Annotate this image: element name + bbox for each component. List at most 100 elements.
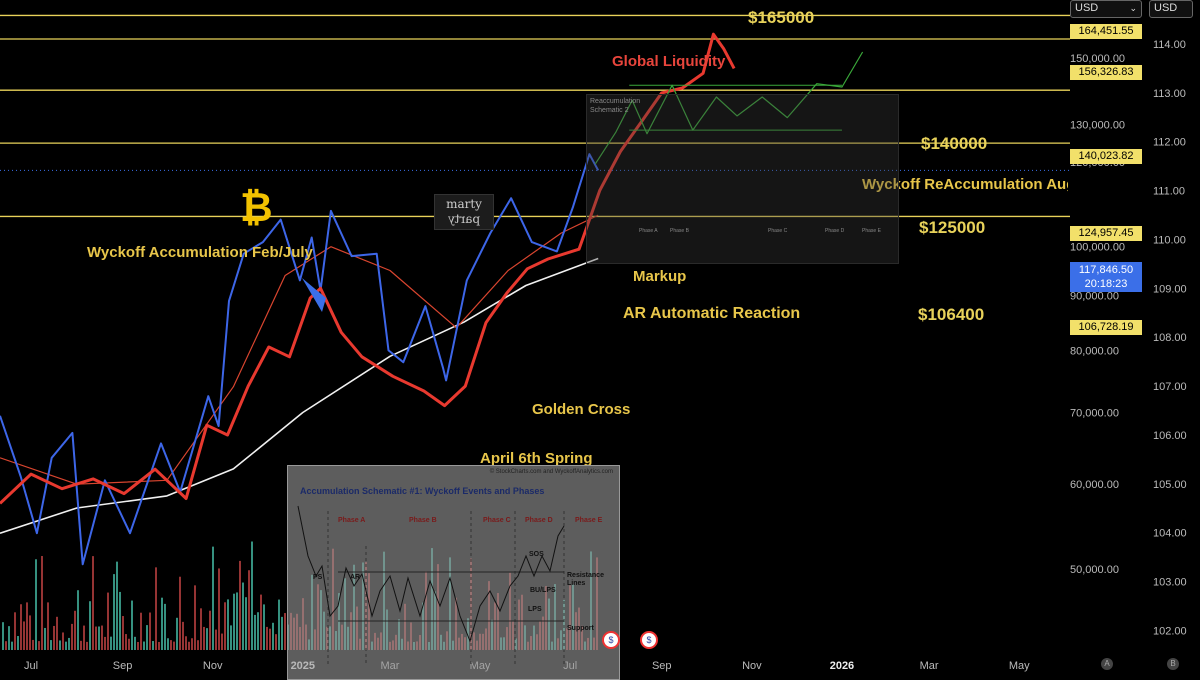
volume-bar xyxy=(245,597,247,650)
volume-bar xyxy=(131,600,133,650)
volume-bar xyxy=(134,636,136,650)
right-axis-tick-0: 114.00 xyxy=(1153,39,1186,51)
volume-bar xyxy=(98,626,100,650)
level-box-156326: 156,326.83 xyxy=(1070,65,1142,80)
volume-bar xyxy=(122,616,124,650)
volume-bar xyxy=(80,640,82,650)
volume-bar xyxy=(167,638,169,650)
volume-bar xyxy=(209,610,211,650)
level-box-140023: 140,023.82 xyxy=(1070,149,1142,164)
volume-bar xyxy=(230,625,232,650)
current-price-box: 117,846.50 20:18:23 xyxy=(1070,262,1142,292)
volume-bar xyxy=(20,604,22,650)
right-axis-tick-1: 113.00 xyxy=(1153,88,1186,100)
currency-left-label: USD xyxy=(1075,2,1099,14)
schematic-drawing xyxy=(297,505,565,666)
volume-bar xyxy=(38,641,40,650)
volume-bar xyxy=(224,602,226,650)
volume-bar xyxy=(239,560,241,650)
volume-bar xyxy=(161,597,163,650)
series-btc xyxy=(0,153,600,566)
volume-bar xyxy=(77,590,79,650)
volume-bar xyxy=(248,570,250,650)
mid-axis-tick-9: 50,000.00 xyxy=(1070,564,1119,576)
volume-bar xyxy=(221,633,223,650)
currency-select-left[interactable]: USD ⌄ xyxy=(1070,0,1142,18)
volume-bar xyxy=(5,641,7,650)
volume-bar xyxy=(176,617,178,650)
volume-bar xyxy=(149,612,151,650)
volume-bar xyxy=(47,602,49,650)
right-axis-tick-5: 109.00 xyxy=(1153,283,1187,295)
volume-bar xyxy=(65,641,67,650)
volume-bar xyxy=(17,636,19,650)
right-axis-tick-7: 107.00 xyxy=(1153,381,1187,393)
schematic-event-sos: SOS xyxy=(529,551,544,558)
reacc-phase-a: Phase A xyxy=(639,228,658,234)
x-axis-tick-8: Nov xyxy=(742,660,762,672)
current-price-value: 117,846.50 xyxy=(1078,264,1134,276)
right-axis-tick-2: 112.00 xyxy=(1153,137,1186,149)
volume-bar xyxy=(173,641,175,650)
volume-bar xyxy=(146,625,148,650)
schematic-phase-a: Phase A xyxy=(338,517,366,524)
level-box-164451: 164,451.55 xyxy=(1070,24,1142,39)
volume-bar xyxy=(236,592,238,650)
mid-axis-tick-7: 70,000.00 xyxy=(1070,408,1119,420)
mid-axis-tick-5: 90,000.00 xyxy=(1070,291,1119,303)
volume-bar xyxy=(110,636,112,650)
chevron-down-icon: ⌄ xyxy=(1129,3,1137,13)
schematic-price-path xyxy=(297,505,565,643)
volume-bar xyxy=(62,632,64,650)
volume-bar xyxy=(269,628,271,650)
scale-a-icon[interactable]: A xyxy=(1101,658,1113,670)
volume-bar xyxy=(266,626,268,650)
volume-bar xyxy=(113,574,115,650)
volume-bar xyxy=(23,621,25,650)
volume-bar xyxy=(215,629,217,650)
accumulation-schematic-image: © StockCharts.com and WyckoffAnalytics.c… xyxy=(287,465,620,680)
golden-cross-label: Golden Cross xyxy=(532,401,631,418)
schematic-event-bu-lps: BU/LPS xyxy=(530,587,556,594)
x-axis-tick-10: Mar xyxy=(920,660,939,672)
accumulation-label: Wyckoff Accumulation Feb/July xyxy=(87,244,313,261)
scale-b-icon[interactable]: B xyxy=(1167,658,1179,670)
volume-bar xyxy=(275,634,277,650)
volume-bar xyxy=(8,626,10,650)
x-axis-tick-11: May xyxy=(1009,660,1030,672)
series-reaccumulation xyxy=(594,51,864,165)
volume-bar xyxy=(32,639,34,650)
markup-label: Markup xyxy=(633,268,687,285)
volume-bar xyxy=(179,576,181,650)
schematic-title: Accumulation Schematic #1: Wyckoff Event… xyxy=(300,486,545,496)
x-axis-tick-0: Jul xyxy=(24,660,38,672)
volume-bar xyxy=(188,641,190,650)
volume-bar xyxy=(101,625,103,650)
target-165000: $165000 xyxy=(748,8,815,27)
x-axis-tick-1: Sep xyxy=(113,660,133,672)
volume-bar xyxy=(83,625,85,650)
volume-bar xyxy=(104,636,106,650)
bitcoin-icon: ₿ xyxy=(240,186,273,230)
volume-bar xyxy=(116,561,118,650)
volume-bar xyxy=(44,627,46,650)
volume-bar xyxy=(125,634,127,650)
global-liquidity-label: Global Liquidity xyxy=(612,53,726,70)
x-axis-tick-7: Sep xyxy=(652,660,672,672)
us-flag-icon[interactable]: $ xyxy=(602,631,620,649)
volume-bar xyxy=(50,640,52,650)
series-ma-fast xyxy=(0,214,599,485)
automatic-reaction-label: AR Automatic Reaction xyxy=(623,305,801,322)
volume-bar xyxy=(53,625,55,650)
volume-bar xyxy=(11,641,13,650)
schematic-event-ar: AR xyxy=(350,574,361,581)
currency-select-right[interactable]: USD xyxy=(1149,0,1193,18)
volume-bar xyxy=(200,608,202,650)
mid-axis-tick-1: 150,000.00 xyxy=(1070,53,1125,65)
reacc-title-line2: Schematic 2 xyxy=(590,107,629,114)
volume-bar xyxy=(137,641,139,650)
volume-bar xyxy=(206,628,208,650)
us-flag-icon-2[interactable]: $ xyxy=(640,631,658,649)
spring-label: April 6th Spring xyxy=(480,450,593,467)
volume-bar xyxy=(26,602,28,650)
